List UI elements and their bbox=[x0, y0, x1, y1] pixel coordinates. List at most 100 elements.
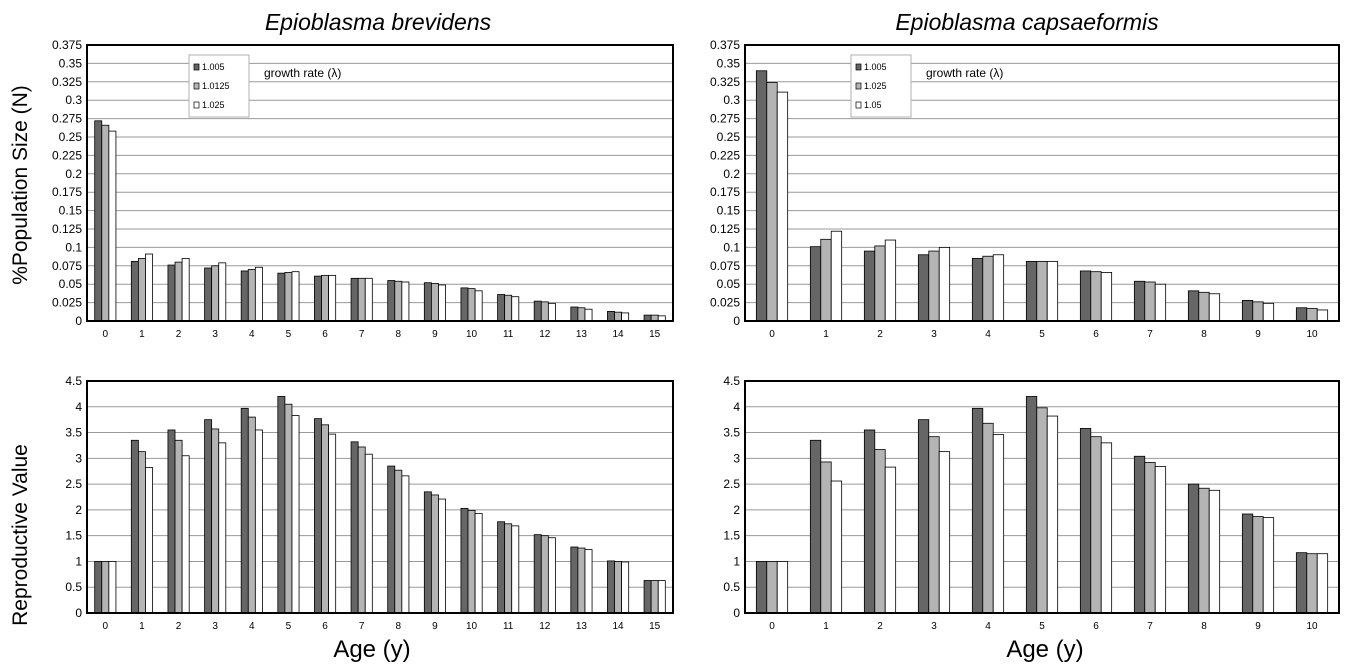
bar bbox=[1134, 456, 1144, 613]
bar bbox=[1263, 518, 1273, 613]
bar bbox=[395, 470, 402, 613]
x-tick-label: 5 bbox=[286, 329, 292, 340]
x-tick-label: 0 bbox=[769, 329, 775, 340]
y-tick-label: 0 bbox=[75, 606, 82, 620]
x-tick-label: 15 bbox=[649, 621, 661, 632]
x-tick-label: 9 bbox=[1255, 329, 1261, 340]
bar bbox=[292, 416, 299, 613]
bar bbox=[1307, 308, 1317, 321]
bar bbox=[1253, 517, 1263, 613]
left-column-title: Epioblasma brevidens bbox=[265, 9, 492, 35]
y-tick-label: 1.5 bbox=[723, 529, 740, 543]
y-tick-label: 0.375 bbox=[52, 38, 82, 52]
bar bbox=[939, 247, 949, 321]
y-tick-label: 0.025 bbox=[52, 296, 82, 310]
legend-entry: 1.025 bbox=[864, 81, 887, 91]
x-tick-label: 10 bbox=[1306, 329, 1318, 340]
bar bbox=[548, 538, 555, 613]
bar bbox=[358, 278, 365, 321]
bar bbox=[1242, 514, 1252, 613]
bar bbox=[607, 561, 614, 613]
bar bbox=[95, 121, 102, 321]
bar bbox=[1317, 310, 1327, 321]
y-tick-label: 0 bbox=[733, 606, 740, 620]
bar bbox=[1145, 282, 1155, 321]
y-tick-label: 3 bbox=[733, 451, 740, 465]
bar bbox=[810, 440, 820, 613]
bar bbox=[468, 289, 475, 321]
y-tick-label: 4 bbox=[733, 400, 740, 414]
y-tick-label: 0.225 bbox=[710, 148, 740, 162]
bar bbox=[212, 429, 219, 613]
x-tick-label: 8 bbox=[1201, 329, 1207, 340]
x-tick-label: 7 bbox=[359, 621, 365, 632]
x-tick-label: 2 bbox=[877, 621, 883, 632]
bar bbox=[505, 524, 512, 613]
bar bbox=[512, 526, 519, 613]
bar bbox=[102, 125, 109, 321]
bar bbox=[1091, 437, 1101, 613]
bar bbox=[1091, 272, 1101, 321]
bar bbox=[578, 548, 585, 613]
x-tick-label: 1 bbox=[139, 621, 145, 632]
bar bbox=[358, 447, 365, 613]
bar bbox=[1296, 553, 1306, 613]
legend-entry: 1.0125 bbox=[202, 81, 230, 91]
bar bbox=[205, 268, 212, 321]
bar bbox=[292, 272, 299, 321]
bar bbox=[1199, 292, 1209, 321]
bar bbox=[351, 278, 358, 321]
y-tick-label: 0.05 bbox=[59, 277, 83, 291]
x-tick-label: 9 bbox=[432, 621, 438, 632]
top-y-axis-label: %Population Size (N) bbox=[9, 85, 32, 285]
y-tick-label: 0.325 bbox=[52, 75, 82, 89]
bar bbox=[756, 561, 766, 613]
bar bbox=[145, 254, 152, 321]
x-tick-label: 14 bbox=[613, 621, 625, 632]
x-tick-label: 2 bbox=[176, 621, 182, 632]
bar bbox=[1253, 302, 1263, 321]
y-tick-label: 0.175 bbox=[710, 185, 740, 199]
right-column-title: Epioblasma capsaeformis bbox=[895, 9, 1159, 35]
x-tick-label: 13 bbox=[576, 329, 588, 340]
bar bbox=[431, 495, 438, 613]
bar bbox=[1155, 467, 1165, 613]
y-tick-label: 0.375 bbox=[710, 38, 740, 52]
y-tick-label: 0.35 bbox=[717, 56, 741, 70]
bar bbox=[607, 311, 614, 321]
bar bbox=[1026, 396, 1036, 613]
bar bbox=[212, 266, 219, 321]
y-tick-label: 2 bbox=[733, 503, 740, 517]
x-tick-label: 6 bbox=[322, 621, 328, 632]
y-tick-label: 3 bbox=[75, 451, 82, 465]
x-tick-label: 3 bbox=[931, 329, 937, 340]
bar bbox=[1242, 300, 1252, 321]
bar bbox=[109, 131, 116, 321]
bar bbox=[1199, 488, 1209, 613]
bar bbox=[388, 466, 395, 613]
x-tick-label: 11 bbox=[503, 329, 514, 340]
y-tick-label: 0.5 bbox=[723, 580, 740, 594]
bar bbox=[972, 258, 982, 321]
bar bbox=[402, 476, 409, 613]
bar bbox=[322, 425, 329, 613]
y-tick-label: 0 bbox=[75, 314, 82, 328]
x-tick-label: 3 bbox=[931, 621, 937, 632]
x-tick-label: 7 bbox=[359, 329, 365, 340]
bar bbox=[1026, 261, 1036, 321]
x-tick-label: 11 bbox=[503, 621, 514, 632]
bar bbox=[571, 307, 578, 321]
x-tick-label: 12 bbox=[539, 329, 551, 340]
bar bbox=[534, 535, 541, 613]
bar bbox=[918, 420, 928, 613]
bar bbox=[424, 283, 431, 321]
bar bbox=[461, 508, 468, 613]
x-tick-label: 9 bbox=[432, 329, 438, 340]
legend-title: growth rate (λ) bbox=[926, 66, 1003, 80]
panel-brevidens-reproductive: 00.511.522.533.544.50 1 2 3 4 5 6 7 8 9 10 11 12 13 14… bbox=[65, 374, 673, 632]
bar bbox=[1145, 462, 1155, 613]
x-tick-label: 4 bbox=[249, 621, 255, 632]
bar bbox=[1188, 291, 1198, 321]
bar bbox=[241, 271, 248, 321]
y-tick-label: 0.3 bbox=[65, 93, 82, 107]
